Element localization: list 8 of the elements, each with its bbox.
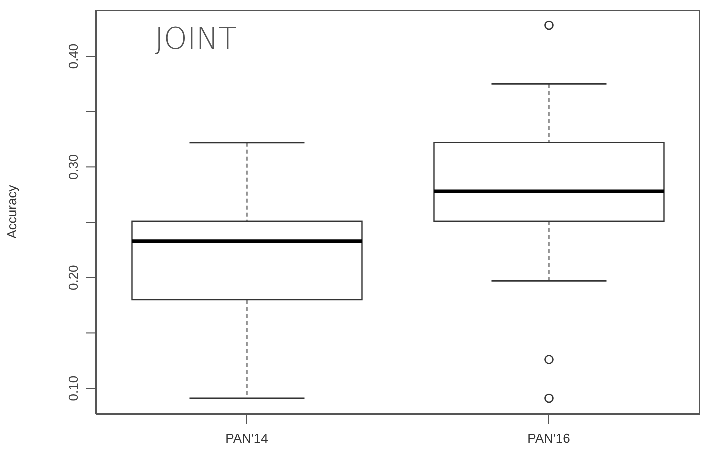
chart-title: JOINT bbox=[155, 22, 238, 57]
y-tick-label: 0.10 bbox=[66, 376, 81, 402]
x-tick-label: PAN'14 bbox=[226, 431, 268, 446]
y-tick-label: 0.30 bbox=[66, 154, 81, 180]
x-tick-label: PAN'16 bbox=[528, 431, 570, 446]
y-axis-title: Accuracy bbox=[4, 184, 20, 239]
y-tick-label: 0.40 bbox=[66, 44, 81, 70]
y-tick-label: 0.20 bbox=[66, 265, 81, 291]
